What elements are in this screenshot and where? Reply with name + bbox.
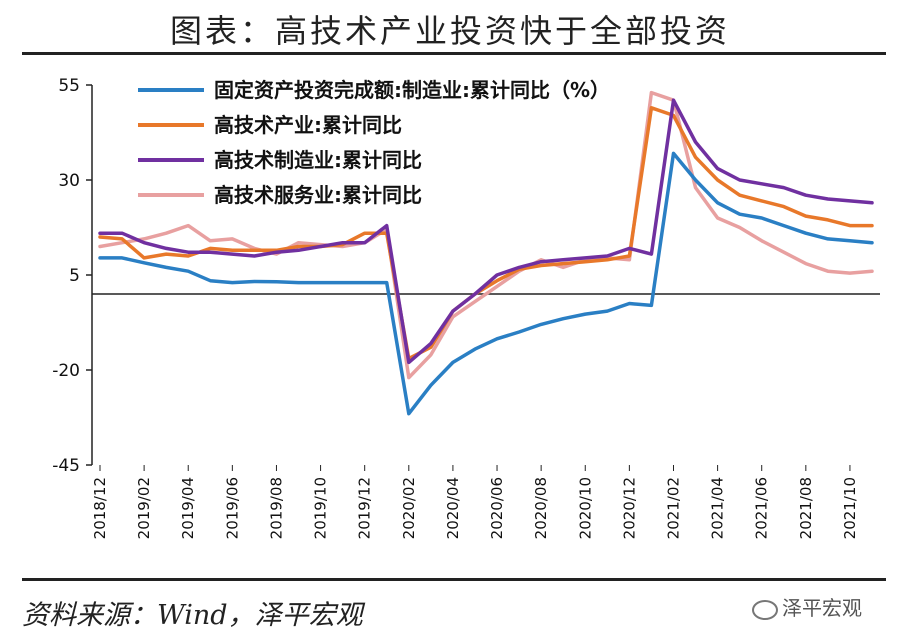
wechat-icon <box>752 599 778 620</box>
x-tick-label: 2021/06 <box>753 477 771 539</box>
x-tick-label: 2021/04 <box>709 477 727 539</box>
x-tick-label: 2021/02 <box>664 477 682 539</box>
x-tick-label: 2020/06 <box>488 477 506 539</box>
x-tick-label: 2019/12 <box>356 477 374 539</box>
source-note: 资料来源：Wind，泽平宏观 <box>22 600 363 631</box>
x-tick-label: 2019/02 <box>135 477 153 539</box>
y-tick-label: -45 <box>52 456 80 476</box>
series-line-0 <box>98 151 874 416</box>
x-tick-label: 2019/10 <box>312 477 330 539</box>
series-line-2 <box>98 98 874 365</box>
x-tick-label: 2019/08 <box>267 477 285 539</box>
x-tick-label: 2019/04 <box>179 477 197 539</box>
x-tick-label: 2021/10 <box>841 477 859 539</box>
x-tick-label: 2020/08 <box>532 477 550 539</box>
x-tick-label: 2018/12 <box>91 477 109 539</box>
series-line-3 <box>98 90 874 380</box>
legend-label-2: 高技术制造业:累计同比 <box>214 148 422 172</box>
x-tick-label: 2020/12 <box>620 477 638 539</box>
legend-label-0: 固定资产投资完成额:制造业:累计同比（%） <box>214 78 610 102</box>
title-rule <box>22 52 886 55</box>
x-tick-label: 2020/04 <box>444 477 462 539</box>
brand-watermark: 泽平宏观 <box>752 592 862 621</box>
y-tick-label: -20 <box>52 361 80 381</box>
x-tick-label: 2021/08 <box>797 477 815 539</box>
brand-label: 泽平宏观 <box>782 596 862 620</box>
legend-label-1: 高技术产业:累计同比 <box>214 113 402 137</box>
x-tick-label: 2020/10 <box>576 477 594 539</box>
y-tick-label: 5 <box>69 266 80 286</box>
x-tick-label: 2019/06 <box>223 477 241 539</box>
footer-rule <box>22 578 886 581</box>
y-tick-label: 30 <box>58 171 80 191</box>
x-tick-label: 2020/02 <box>400 477 418 539</box>
y-tick-label: 55 <box>58 76 80 96</box>
series-line-1 <box>98 106 874 361</box>
legend-label-3: 高技术服务业:累计同比 <box>214 183 422 207</box>
chart-title: 图表：高技术产业投资快于全部投资 <box>169 12 730 50</box>
